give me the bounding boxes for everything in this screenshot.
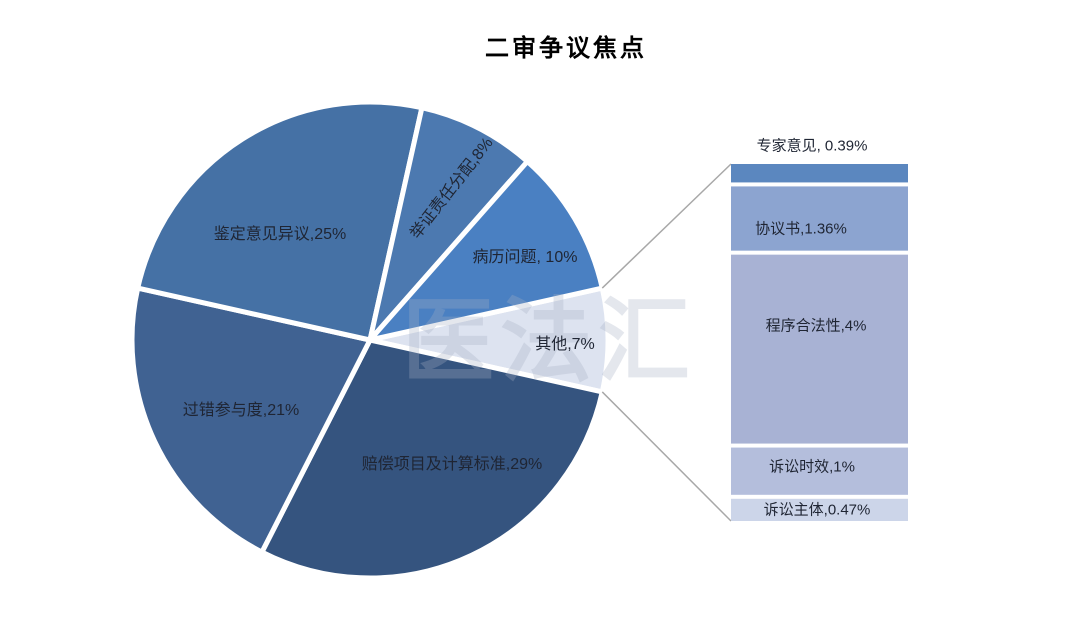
bar-segment-3 — [731, 447, 908, 495]
leader-line-top — [601, 163, 732, 289]
bar-segment-0 — [731, 164, 908, 183]
pie-slice-5 — [367, 158, 605, 343]
bar-segment-4 — [731, 498, 908, 521]
bar-segment-1 — [731, 186, 908, 251]
pie-slice-1 — [259, 337, 605, 581]
leader-line-bottom — [601, 391, 732, 522]
pie-slice-3 — [135, 99, 425, 343]
pie-slice-4 — [367, 105, 530, 343]
bar-segment-2 — [731, 254, 908, 444]
pie-slice-2 — [129, 285, 373, 555]
chart-title: 二审争议焦点 — [485, 36, 647, 62]
